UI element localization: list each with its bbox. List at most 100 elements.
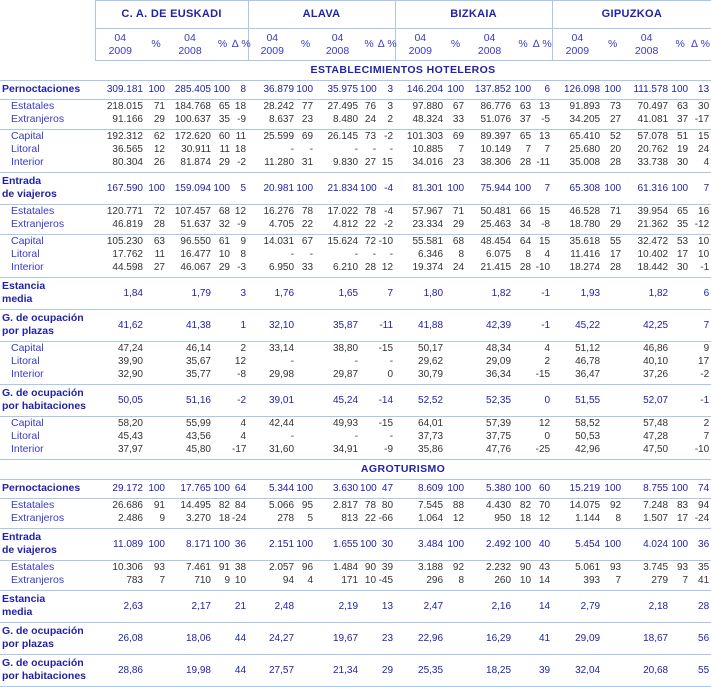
data-cell	[360, 443, 379, 460]
data-cell: 38	[234, 562, 247, 573]
data-cell: 10	[698, 236, 710, 247]
data-cell: -66	[378, 512, 396, 529]
table-row: Extranjeros 2.486 9 3.270 18 -24 278 5 813 22 -66 1…	[0, 512, 711, 529]
data-cell: 813	[315, 512, 361, 529]
data-cell: 2,16	[466, 590, 514, 623]
data-cell: -25	[533, 443, 553, 460]
data-cell	[213, 384, 232, 417]
data-cell	[296, 443, 316, 460]
data-cell: 100	[602, 528, 624, 561]
data-cell: 5.454	[552, 528, 603, 561]
corner-blank	[0, 29, 95, 61]
subcolumn-header: 04 2008	[623, 28, 671, 61]
table-row: Interior 80.304 26 81.874 29 -2 11.280 31 9.830 2…	[0, 156, 711, 173]
data-cell: -	[309, 144, 314, 155]
data-cell: 13	[538, 131, 551, 142]
row-label: Interior	[0, 443, 95, 460]
data-cell: 100	[670, 80, 691, 100]
data-cell: 4.430	[486, 500, 512, 511]
data-cell: 10.402	[637, 249, 669, 260]
data-cell: 1,84	[95, 277, 145, 310]
table-row: Litoral 45,43 43,56 4 - - - 37,73 37,75 0 50,53 47,…	[0, 430, 711, 443]
subcolumn-header: 04 2009	[247, 28, 297, 61]
data-cell	[445, 430, 466, 443]
data-cell: 32,90	[95, 368, 145, 385]
data-cell: 74	[690, 479, 711, 499]
data-cell: 36.565	[112, 144, 143, 155]
data-cell: -10	[533, 261, 553, 278]
data-cell: 4	[296, 574, 316, 591]
data-cell: 22	[296, 218, 316, 235]
data-cell: 45,22	[552, 309, 603, 342]
data-cell: 6.075	[486, 249, 512, 260]
table-row: Pernoctaciones 309.181 100 285.405 100 8 36.87…	[0, 80, 711, 100]
data-cell	[602, 622, 624, 655]
data-cell: 64	[232, 479, 249, 499]
data-cell: 12	[533, 512, 553, 529]
data-cell: 50,05	[95, 384, 145, 417]
data-cell: 5	[296, 512, 316, 529]
data-cell: 95	[301, 500, 314, 511]
data-cell: 8.609	[395, 479, 446, 499]
data-cell: 21	[232, 590, 249, 623]
data-cell: 46,78	[575, 356, 601, 367]
data-cell	[445, 368, 467, 385]
data-cell: 101.303	[406, 131, 444, 142]
data-cell: 80.304	[95, 156, 145, 173]
data-cell: 7	[690, 172, 711, 205]
data-cell	[602, 277, 624, 310]
data-cell: 7.461	[185, 562, 211, 573]
data-cell: 29	[213, 261, 232, 278]
data-cell: 45,43	[117, 431, 143, 442]
row-label: Litoral	[11, 248, 40, 260]
data-cell: 296	[395, 574, 446, 591]
data-cell	[670, 590, 691, 623]
data-cell: 7	[690, 309, 711, 342]
data-cell: 279	[623, 574, 671, 591]
subcolumn-header: 04 2008	[315, 28, 361, 61]
data-cell: 3	[387, 101, 394, 112]
data-cell: 27	[360, 156, 379, 173]
data-cell: 2,17	[167, 590, 213, 623]
row-label: Interior	[0, 261, 95, 278]
data-cell: 33.738	[623, 156, 671, 173]
section-title-row: ESTABLECIMIENTOS HOTELEROS	[0, 60, 711, 81]
data-cell: 49,93	[333, 418, 359, 429]
data-cell: 17	[609, 249, 622, 260]
data-cell	[445, 384, 467, 417]
data-cell: 14.075	[569, 500, 601, 511]
data-cell: 4.705	[248, 218, 297, 235]
data-cell: 64,01	[418, 418, 444, 429]
data-cell: 24	[698, 144, 710, 155]
table-row: Pernoctaciones 29.172 100 17.765 100 64 5.344 1…	[0, 479, 711, 499]
data-cell	[445, 342, 466, 356]
data-cell: 35	[670, 218, 691, 235]
data-cell: 28	[360, 261, 379, 278]
data-cell	[602, 355, 623, 368]
data-cell: 31	[296, 156, 316, 173]
data-cell: -3	[232, 261, 249, 278]
data-cell: 18	[234, 101, 247, 112]
data-cell: 50.481	[480, 206, 512, 217]
data-cell: -24	[690, 512, 711, 529]
data-cell: 19,67	[315, 622, 361, 655]
data-cell: 0	[533, 384, 553, 417]
data-cell: 36.879	[248, 80, 297, 100]
table-row: Capital 47,24 46,14 2 33,14 38,80 -15 50,17 48,3…	[0, 342, 711, 356]
data-cell: 47	[378, 479, 396, 499]
data-cell: 27	[602, 113, 624, 130]
data-cell: 30	[378, 528, 396, 561]
data-cell: 2,19	[315, 590, 361, 623]
data-cell: 100	[213, 172, 232, 205]
row-label: Interior	[0, 156, 95, 173]
data-cell: 100	[145, 172, 167, 205]
table-row: Capital 58,20 55,99 4 42,44 49,93 -15 64,01 57,3…	[0, 417, 711, 431]
data-cell: 100	[602, 80, 624, 100]
data-cell: 47,28	[643, 431, 669, 442]
table-row: Estatales 10.306 93 7.461 91 38 2.057 96 1.484 90…	[0, 561, 711, 575]
data-cell: 42,39	[466, 309, 514, 342]
data-cell: 73	[364, 131, 377, 142]
data-cell: 7	[145, 574, 167, 591]
data-cell	[296, 384, 316, 417]
